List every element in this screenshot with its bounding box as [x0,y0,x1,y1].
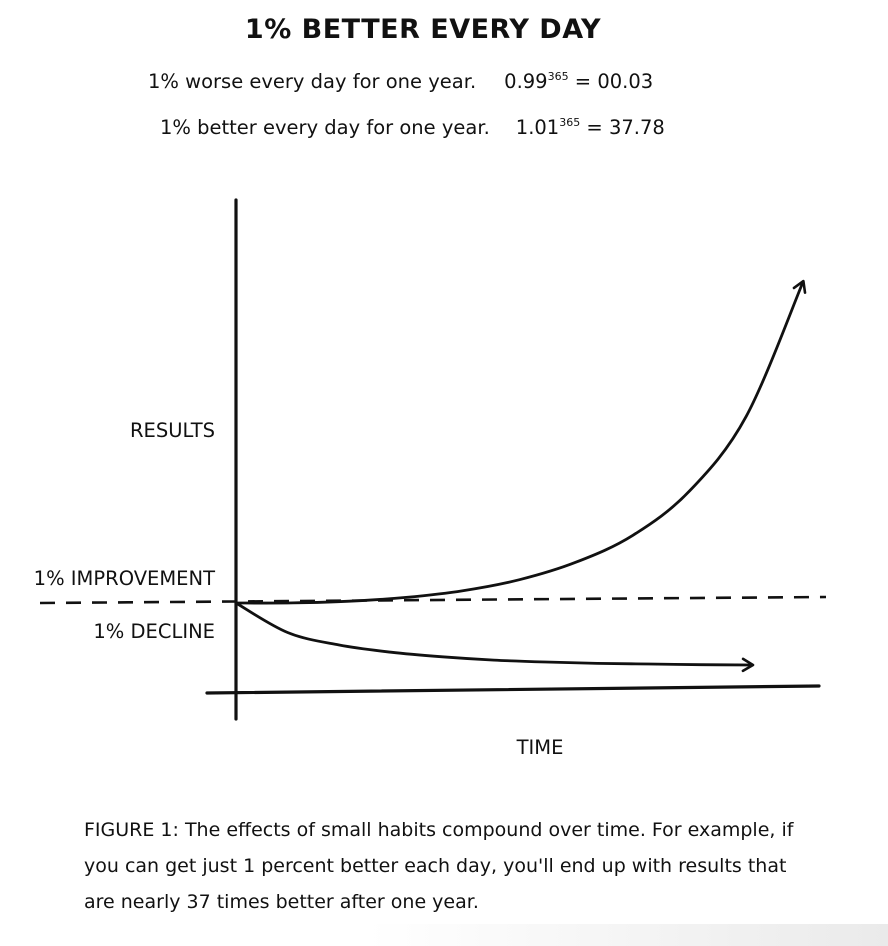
series-line-improvement [234,279,807,605]
formula-worse-equation: 0.99365 = 00.03 [504,70,654,93]
chart-title: 1% BETTER EVERY DAY [244,14,602,45]
improvement-annotation: 1% IMPROVEMENT [34,567,215,590]
formula-worse: 1% worse every day for one year. 0.99365 … [148,70,653,93]
formula-better: 1% better every day for one year. 1.01365… [160,116,665,139]
figure-caption: FIGURE 1: The effects of small habits co… [84,819,794,913]
formula-better-base: 1.01 [515,116,560,139]
series-line-decline [234,601,755,673]
formula-worse-base: 0.99 [504,70,548,93]
decline-annotation: 1% DECLINE [93,620,215,643]
formula-better-result: 37.78 [608,116,665,139]
x-axis [205,684,821,695]
x-axis-label: TIME [516,736,564,759]
formula-worse-exponent: 365 [547,70,569,83]
y-axis-label: RESULTS [130,419,215,442]
formula-better-equation: 1.01365 = 37.78 [515,116,665,139]
formula-worse-text: 1% worse every day for one year. [148,70,477,93]
formula-worse-result: 00.03 [597,70,654,93]
formula-better-text: 1% better every day for one year. [160,116,490,139]
bottom-fade [368,924,888,946]
formula-better-exponent: 365 [559,116,581,129]
baseline-dashed-line [39,595,827,605]
